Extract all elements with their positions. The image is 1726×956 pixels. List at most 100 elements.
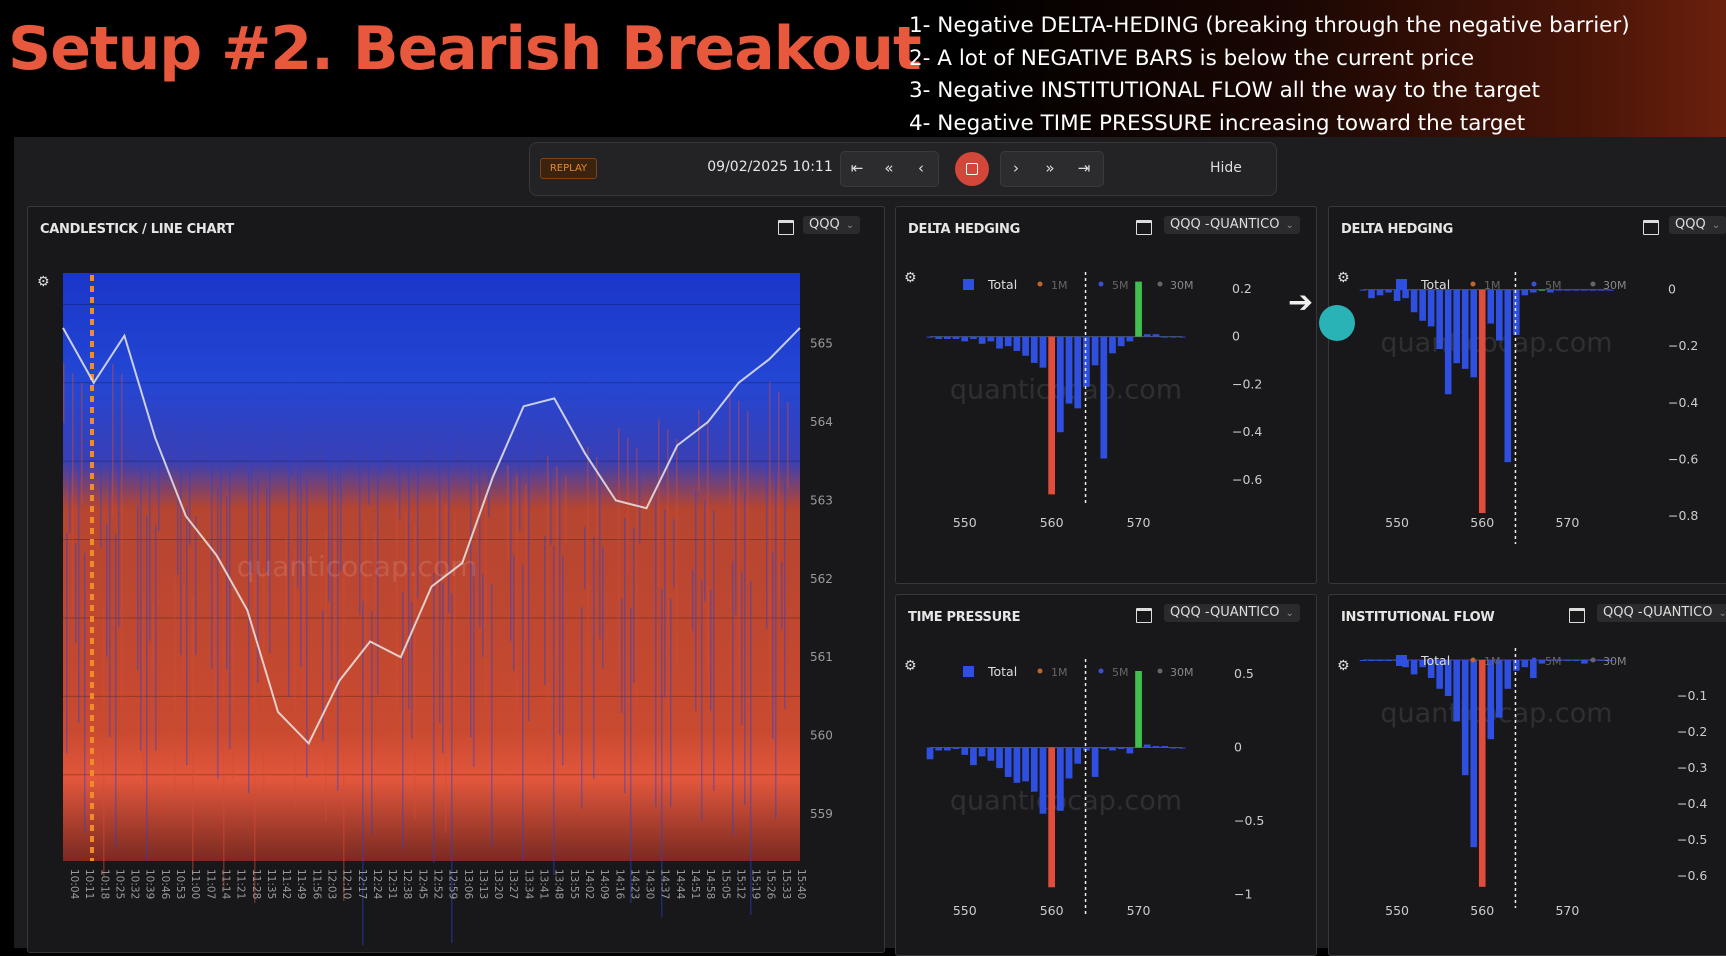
- hide-button[interactable]: Hide: [1210, 160, 1242, 176]
- symbol-select[interactable]: QQQ -QUANTICO⌄: [1164, 216, 1300, 234]
- price-tick-label: 562: [810, 572, 833, 586]
- heatmap-streak: [510, 385, 512, 641]
- heatmap-streak: [445, 503, 447, 833]
- skip-first-icon[interactable]: ⇤: [850, 159, 864, 177]
- window-icon[interactable]: [1136, 220, 1152, 235]
- heatmap-streak: [223, 577, 225, 889]
- price-tick-label: 565: [810, 337, 833, 351]
- heatmap-streak: [732, 561, 734, 835]
- time-tick-label: 14:23: [628, 869, 640, 899]
- fast-forward-icon[interactable]: »: [1045, 159, 1055, 177]
- heatmap-streak: [602, 547, 604, 669]
- step-back-icon[interactable]: ‹: [918, 159, 924, 177]
- time-tick-label: 13:06: [462, 869, 474, 900]
- window-icon[interactable]: [1643, 220, 1659, 235]
- heatmap-streak: [368, 441, 370, 505]
- time-tick-label: 11:28: [250, 869, 262, 899]
- note-1: 1- Negative DELTA-HEDING (breaking throu…: [909, 13, 1630, 38]
- symbol-select[interactable]: QQQ ⌄: [803, 216, 861, 234]
- heatmap-streak: [485, 494, 487, 737]
- heatmap-streak: [343, 550, 345, 901]
- heatmap-streak: [303, 559, 305, 697]
- window-icon[interactable]: [1569, 608, 1585, 623]
- price-tick-label: 564: [810, 415, 833, 429]
- time-tick-label: 14:16: [613, 869, 625, 900]
- window-icon[interactable]: [1136, 608, 1152, 623]
- heatmap-streak: [525, 485, 527, 641]
- heatmap-streak: [553, 546, 555, 875]
- heatmap-streak: [516, 475, 518, 751]
- replay-datetime[interactable]: 09/02/2025 10:11: [707, 159, 833, 175]
- price-tick-label: 560: [810, 729, 833, 743]
- heatmap-streak: [599, 377, 601, 639]
- heatmap-streak: [544, 536, 546, 685]
- step-forward-icon[interactable]: ›: [1013, 159, 1019, 177]
- heatmap-streak: [294, 549, 296, 807]
- time-tick-label: 10:53: [174, 869, 186, 899]
- settings-icon[interactable]: ⚙: [37, 274, 50, 290]
- time-tick-label: 10:04: [68, 869, 80, 900]
- heatmap-streak: [297, 469, 299, 587]
- heatmap-streak: [75, 543, 77, 643]
- heatmap-streak: [78, 463, 80, 723]
- heatmap-streak: [787, 402, 789, 489]
- time-tick-label: 15:19: [750, 869, 762, 899]
- settings-icon[interactable]: ⚙: [904, 658, 917, 674]
- heatmap-streak: [180, 416, 182, 655]
- heatmap-streak: [698, 410, 700, 491]
- heatmap-streak: [488, 414, 490, 517]
- heatmap-streak: [738, 401, 740, 695]
- heatmap-streak: [559, 386, 561, 735]
- heatmap-streak: [630, 608, 632, 903]
- settings-icon[interactable]: ⚙: [1337, 658, 1350, 674]
- heatmap-streak: [507, 465, 509, 561]
- heatmap-streak: [618, 428, 620, 683]
- heatmap-streak: [448, 423, 450, 613]
- settings-icon[interactable]: ⚙: [1337, 270, 1350, 286]
- skip-last-icon[interactable]: ⇥: [1077, 159, 1091, 177]
- symbol-select[interactable]: QQQ -QUANTICO⌄: [1597, 604, 1726, 622]
- institutional-flow-panel: INSTITUTIONAL FLOW QQQ -QUANTICO⌄ ⚙: [1328, 594, 1726, 956]
- note-3: 3- Negative INSTITUTIONAL FLOW all the w…: [909, 78, 1540, 103]
- heatmap-streak: [513, 555, 515, 671]
- heatmap-streak: [174, 576, 176, 795]
- panel-title: DELTA HEDGING: [908, 222, 1020, 237]
- stop-button[interactable]: [955, 152, 989, 186]
- heatmap-streak: [735, 481, 737, 615]
- heatmap-streak: [266, 488, 268, 573]
- time-tick-label: 11:07: [204, 869, 216, 899]
- price-heatmap-chart[interactable]: quanticocap.com 565 564 563 562 561 560 559 10:0…: [27, 206, 883, 948]
- heatmap-streak: [636, 448, 638, 763]
- symbol-select[interactable]: QQQ ⌄: [1669, 216, 1726, 234]
- heatmap-streak: [436, 493, 438, 643]
- time-tick-label: 13:27: [507, 869, 519, 899]
- time-tick-label: 14:02: [583, 869, 595, 899]
- window-icon[interactable]: [778, 220, 794, 235]
- heatmap-streak: [380, 371, 382, 475]
- forward-controls: [1000, 151, 1104, 187]
- symbol-select[interactable]: QQQ -QUANTICO⌄: [1164, 604, 1300, 622]
- heatmap-streak: [306, 479, 308, 777]
- heatmap-streak: [288, 459, 290, 697]
- heatmap-streak: [522, 565, 524, 861]
- heatmap-streak: [72, 373, 74, 613]
- heatmap-streak: [232, 587, 234, 779]
- heatmap-streak: [633, 528, 635, 683]
- time-tick-label: 15:12: [734, 869, 746, 899]
- fast-back-icon[interactable]: «: [884, 159, 894, 177]
- heatmap-streak: [334, 540, 336, 711]
- heatmap-streak: [454, 513, 456, 723]
- heatmap-streak: [417, 442, 419, 599]
- time-tick-label: 10:46: [159, 869, 171, 900]
- heatmap-streak: [291, 379, 293, 477]
- settings-icon[interactable]: ⚙: [904, 270, 917, 286]
- heatmap-streak: [528, 405, 530, 721]
- replay-badge[interactable]: REPLAY: [540, 158, 597, 179]
- heatmap-streak: [365, 521, 367, 725]
- heatmap-streak: [325, 530, 327, 821]
- heatmap-streak: [710, 590, 712, 711]
- heatmap-streak: [747, 411, 749, 585]
- heatmap-streak: [146, 515, 148, 861]
- mouse-cursor-highlight: [1319, 305, 1355, 341]
- time-tick-label: 12:45: [416, 869, 428, 899]
